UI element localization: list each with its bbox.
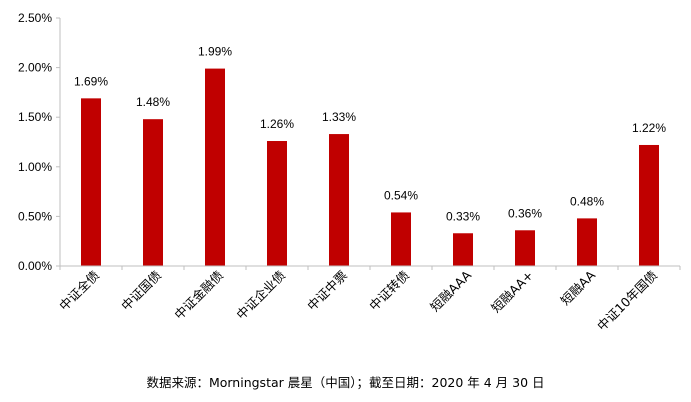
bar	[639, 144, 659, 266]
y-axis: 0.00% 0.50% 1.00% 1.50% 2.00% 2.50%	[18, 11, 61, 273]
bar	[515, 230, 535, 266]
data-label: 1.33%	[322, 110, 356, 124]
bar	[577, 218, 597, 266]
data-label: 0.54%	[384, 188, 418, 202]
bar	[205, 68, 225, 266]
data-label: 1.99%	[198, 45, 232, 59]
y-tick-label: 1.50%	[18, 110, 52, 124]
x-tick-label: 短融AAA	[427, 267, 474, 314]
y-tick-label: 2.50%	[18, 11, 52, 25]
x-tick-label: 中证中票	[304, 268, 350, 314]
y-tick-label: 0.00%	[18, 259, 52, 273]
bar	[329, 134, 349, 266]
x-tick-label: 中证转债	[366, 268, 412, 314]
y-tick-label: 1.00%	[18, 160, 52, 174]
data-label: 0.36%	[508, 206, 542, 220]
x-tick-label: 中证全债	[56, 268, 102, 314]
data-label: 0.48%	[570, 194, 604, 208]
data-label: 1.22%	[632, 121, 666, 135]
x-axis: 中证全债 中证国债 中证金融债 中证企业债 中证中票 中证转债 短融AAA 短融AA+ 短融AA…	[56, 265, 681, 334]
source-note: 数据来源：Morningstar 晨星（中国）；截至日期：2020 年 4 月 …	[146, 375, 545, 390]
data-labels: 1.69% 1.48% 1.99% 1.26% 1.33% 0.54% 0.33% 0.36%…	[74, 45, 666, 224]
bars	[81, 68, 659, 267]
x-tick-label: 中证企业债	[233, 268, 288, 323]
data-label: 1.48%	[136, 95, 170, 109]
data-label: 1.26%	[260, 117, 294, 131]
y-tick-label: 2.00%	[18, 61, 52, 75]
y-tick-label: 0.50%	[18, 209, 52, 223]
bar	[143, 119, 163, 267]
bar-chart: 0.00% 0.50% 1.00% 1.50% 2.00% 2.50% 1.69% 1.48…	[18, 11, 681, 334]
bar	[453, 233, 473, 266]
bar	[391, 212, 411, 266]
x-tick-label: 短融AA+	[488, 268, 536, 316]
x-tick-label: 中证国债	[118, 268, 164, 314]
bar	[81, 98, 101, 267]
data-label: 0.33%	[446, 209, 480, 223]
x-tick-label: 短融AA	[557, 267, 598, 308]
x-tick-label: 中证金融债	[171, 268, 226, 323]
x-tick-label: 中证10年国债	[594, 268, 660, 334]
bar	[267, 141, 287, 266]
data-label: 1.69%	[74, 74, 108, 88]
